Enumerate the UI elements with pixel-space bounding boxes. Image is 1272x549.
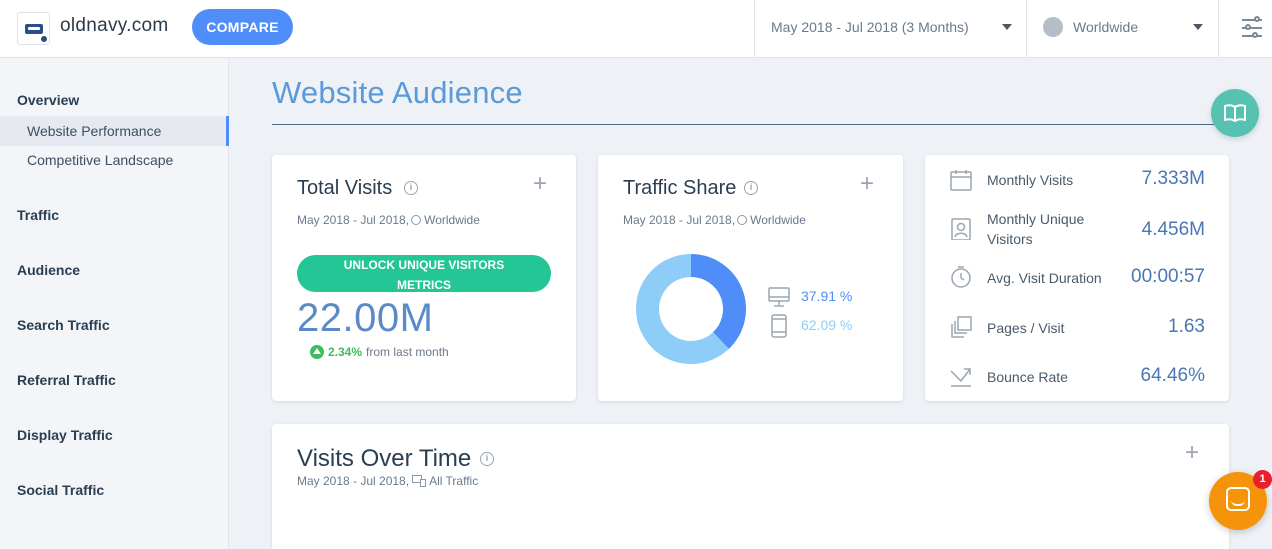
page-title: Website Audience <box>272 75 523 110</box>
chat-notification-badge: 1 <box>1253 470 1272 489</box>
sidebar-item-website-performance[interactable]: Website Performance <box>0 116 229 146</box>
date-range-label: May 2018 - Jul 2018 (3 Months) <box>771 19 969 35</box>
traffic-share-card: Traffic Share i + May 2018 - Jul 2018, Wo… <box>598 155 903 401</box>
engagement-metrics-card: Monthly Visits 7.333M Monthly Unique Vis… <box>925 155 1229 401</box>
donut-segment-mobile <box>636 254 729 364</box>
metric-value: 4.456M <box>1141 219 1205 240</box>
card-subtitle: May 2018 - Jul 2018, Worldwide <box>297 213 480 227</box>
metric-row: Bounce Rate 64.46% <box>925 357 1229 397</box>
add-icon[interactable]: + <box>860 170 875 197</box>
metric-row: Monthly Visits 7.333M <box>925 161 1229 201</box>
growth-indicator: 2.34% from last month <box>310 345 449 359</box>
metric-label: Monthly Unique Visitors <box>987 211 1085 247</box>
metric-label: Bounce Rate <box>987 369 1068 385</box>
metric-value: 7.333M <box>1141 168 1205 189</box>
traffic-share-donut <box>636 254 746 364</box>
date-range-dropdown[interactable]: May 2018 - Jul 2018 (3 Months) <box>754 0 1026 57</box>
card-subtitle: May 2018 - Jul 2018, All Traffic <box>297 474 479 488</box>
sidebar-item-search-traffic[interactable]: Search Traffic <box>17 317 110 333</box>
bounce-icon <box>950 368 971 387</box>
metric-label: Pages / Visit <box>987 320 1065 336</box>
book-icon <box>1224 104 1246 122</box>
info-icon[interactable]: i <box>404 181 418 195</box>
guide-button[interactable] <box>1211 89 1259 137</box>
sidebar-item-competitive-landscape[interactable]: Competitive Landscape <box>27 152 174 168</box>
top-bar: oldnavy.com COMPARE May 2018 - Jul 2018 … <box>0 0 1272 58</box>
sidebar-item-overview[interactable]: Overview <box>17 92 80 108</box>
sidebar-item-social-traffic[interactable]: Social Traffic <box>17 482 105 498</box>
info-icon[interactable]: i <box>480 452 494 466</box>
metric-row: Avg. Visit Duration 00:00:57 <box>925 258 1229 298</box>
card-title: Traffic Share <box>623 177 737 199</box>
total-visits-value: 22.00M <box>297 296 434 340</box>
geo-label: Worldwide <box>1073 19 1139 35</box>
title-divider <box>272 124 1230 125</box>
mobile-icon <box>771 314 787 338</box>
metric-label: Avg. Visit Duration <box>987 270 1102 286</box>
site-domain[interactable]: oldnavy.com <box>60 15 169 36</box>
sidebar: Overview Website Performance Competitive… <box>0 58 229 549</box>
metric-value: 64.46% <box>1140 365 1205 386</box>
desktop-icon <box>768 287 790 307</box>
card-subtitle: May 2018 - Jul 2018, Worldwide <box>623 213 806 227</box>
metric-label: Monthly Visits <box>987 172 1074 188</box>
visits-over-time-card: Visits Over Time i + May 2018 - Jul 2018… <box>272 424 1229 549</box>
person-card-icon <box>951 218 971 240</box>
sidebar-item-audience[interactable]: Audience <box>17 262 81 278</box>
sidebar-item-traffic[interactable]: Traffic <box>17 207 60 223</box>
site-favicon-icon <box>17 12 50 45</box>
geo-dropdown[interactable]: Worldwide <box>1026 0 1218 57</box>
metric-row: Monthly Unique Visitors 4.456M <box>925 209 1229 249</box>
globe-icon <box>411 215 422 225</box>
chevron-down-icon <box>1002 24 1012 30</box>
pages-icon <box>951 316 972 338</box>
metric-value: 1.63 <box>1168 316 1205 337</box>
add-icon[interactable]: + <box>1185 439 1200 466</box>
globe-icon <box>1043 17 1063 37</box>
arrow-up-icon <box>310 345 324 359</box>
calendar-icon <box>950 170 972 191</box>
filters-button[interactable] <box>1218 0 1272 57</box>
mobile-share-value: 62.09 % <box>801 317 853 333</box>
unlock-metrics-button[interactable]: UNLOCK UNIQUE VISITORS METRICS <box>297 255 551 292</box>
chevron-down-icon <box>1193 24 1203 30</box>
metric-value: 00:00:57 <box>1131 266 1205 287</box>
metric-row: Pages / Visit 1.63 <box>925 308 1229 348</box>
compare-button[interactable]: COMPARE <box>192 9 293 45</box>
donut-segment-desktop <box>690 254 746 349</box>
card-title: Total Visits <box>297 177 393 199</box>
info-icon[interactable]: i <box>744 181 758 195</box>
desktop-share-value: 37.91 % <box>801 288 853 304</box>
globe-icon <box>737 215 748 225</box>
sidebar-item-referral-traffic[interactable]: Referral Traffic <box>17 372 116 388</box>
stopwatch-icon <box>951 266 971 288</box>
devices-icon <box>412 475 427 487</box>
chat-icon <box>1226 487 1250 511</box>
card-title: Visits Over Time <box>297 445 472 472</box>
total-visits-card: Total Visits i + May 2018 - Jul 2018, Wor… <box>272 155 576 401</box>
sidebar-item-display-traffic[interactable]: Display Traffic <box>17 427 113 443</box>
add-icon[interactable]: + <box>533 170 548 197</box>
